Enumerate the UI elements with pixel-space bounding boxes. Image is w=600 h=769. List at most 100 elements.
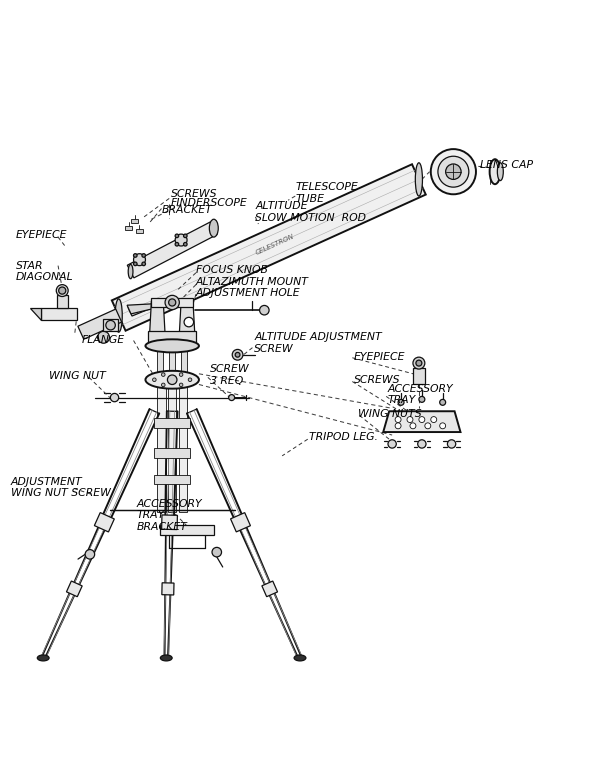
Text: FINDERSCOPE: FINDERSCOPE [171,198,248,208]
Bar [148,331,196,346]
Bar [154,474,190,484]
Circle shape [395,423,401,429]
Circle shape [416,360,422,366]
Text: WING NUT: WING NUT [49,371,106,381]
Circle shape [425,423,431,429]
Circle shape [134,254,145,265]
Text: CELESTRON: CELESTRON [254,233,295,256]
Text: BRACKET: BRACKET [161,205,212,215]
Circle shape [56,285,68,297]
Bar [154,448,190,458]
Circle shape [448,440,456,448]
Circle shape [175,234,179,238]
Bar [169,344,175,380]
Bar [179,380,187,512]
Bar [157,344,163,380]
Text: ACCESSORY
TRAY: ACCESSORY TRAY [388,384,454,405]
Bar [181,344,187,380]
Bar [125,226,133,230]
Text: ALTITUDE ADJUSTMENT
SCREW: ALTITUDE ADJUSTMENT SCREW [254,332,382,354]
Circle shape [407,417,413,422]
Ellipse shape [115,299,122,332]
Circle shape [419,417,425,422]
Polygon shape [179,301,195,334]
Circle shape [395,417,401,422]
Ellipse shape [497,163,503,181]
Polygon shape [67,581,82,597]
Polygon shape [41,308,77,321]
Circle shape [388,440,396,448]
Circle shape [152,378,156,381]
Circle shape [398,399,404,405]
Text: ADJUSTMENT HOLE: ADJUSTMENT HOLE [196,288,301,298]
Polygon shape [127,302,179,314]
Circle shape [431,417,437,422]
Polygon shape [160,525,214,535]
Bar [413,368,425,384]
Polygon shape [103,319,118,331]
Bar [151,298,193,308]
Ellipse shape [415,163,422,196]
Circle shape [418,440,426,448]
Circle shape [235,352,240,357]
Circle shape [184,234,187,238]
Circle shape [134,262,137,265]
Polygon shape [29,308,41,321]
Text: ACCESSORY
TRAY
BRACKET: ACCESSORY TRAY BRACKET [137,498,202,532]
Bar [157,380,166,512]
Circle shape [98,331,109,343]
Polygon shape [112,165,426,331]
Circle shape [184,242,187,246]
Circle shape [134,254,137,258]
Ellipse shape [37,655,49,661]
Polygon shape [127,221,217,278]
Circle shape [410,423,416,429]
Ellipse shape [128,265,133,278]
Ellipse shape [160,655,172,661]
Text: WING NUTS: WING NUTS [358,409,422,419]
Text: EYEPIECE: EYEPIECE [353,351,405,361]
Circle shape [110,394,119,401]
Polygon shape [230,513,250,532]
Text: EYEPIECE: EYEPIECE [16,230,67,240]
Polygon shape [94,513,115,532]
Circle shape [184,318,194,327]
Circle shape [440,399,446,405]
Circle shape [446,164,461,179]
Circle shape [175,242,179,246]
Ellipse shape [490,159,500,184]
Circle shape [59,287,66,295]
Ellipse shape [145,339,199,352]
Circle shape [161,373,165,376]
Polygon shape [161,515,178,530]
Circle shape [142,262,145,265]
Text: STAR
DIAGONAL: STAR DIAGONAL [16,261,73,282]
Circle shape [419,396,425,402]
Bar [57,295,68,308]
Circle shape [169,299,176,306]
Circle shape [229,394,235,401]
Text: ALTAZIMUTH MOUNT: ALTAZIMUTH MOUNT [196,278,309,288]
Circle shape [142,254,145,258]
Text: FLANGE: FLANGE [82,335,125,345]
Circle shape [438,156,469,187]
Polygon shape [262,581,278,597]
Polygon shape [383,411,461,432]
Bar [154,418,190,428]
Text: FOCUS KNOB: FOCUS KNOB [196,265,268,275]
Ellipse shape [209,219,218,237]
Circle shape [188,378,192,381]
Polygon shape [162,583,174,595]
Ellipse shape [294,655,306,661]
Polygon shape [128,302,167,316]
Text: TRIPOD LEG.: TRIPOD LEG. [309,432,378,442]
Bar [168,380,176,512]
Text: SCREWS: SCREWS [171,189,218,199]
Polygon shape [149,301,165,334]
Ellipse shape [145,371,199,388]
Circle shape [232,349,243,360]
Text: SCREWS: SCREWS [353,375,400,384]
Circle shape [165,295,179,310]
Bar [131,219,139,223]
Circle shape [179,383,183,387]
